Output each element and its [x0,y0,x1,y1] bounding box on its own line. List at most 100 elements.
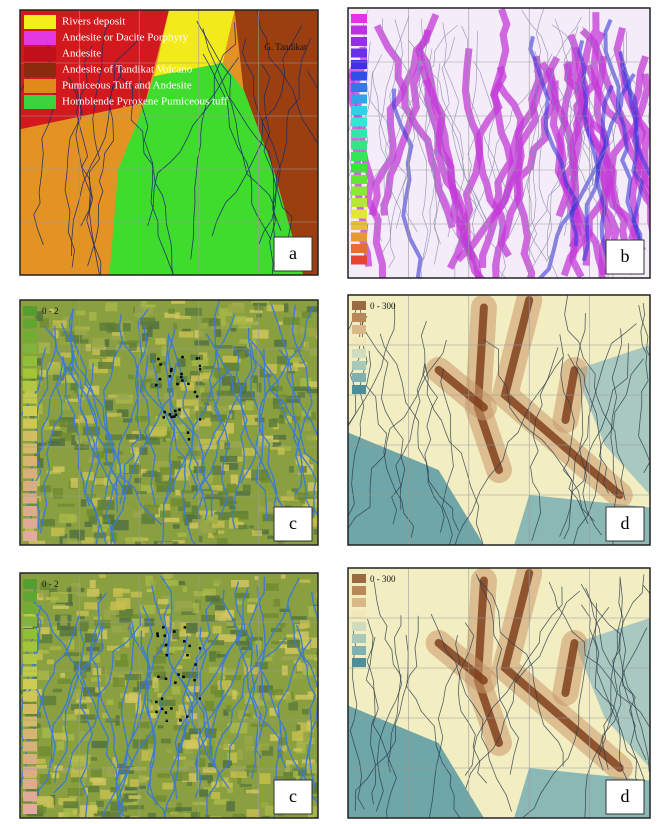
terrain-cell [167,749,172,753]
settlement [182,676,185,679]
terrain-cell [123,323,131,331]
settlement [194,391,197,394]
legend-swatch [351,187,367,196]
terrain-cell [59,514,74,524]
terrain-cell [247,598,257,602]
terrain-cell [243,485,251,494]
terrain-cell [226,622,233,627]
terrain-cell [274,599,281,607]
settlement [187,383,190,386]
panel-label: d [621,786,630,806]
terrain-cell [125,816,130,824]
terrain-cell [177,456,183,459]
legend-swatch [23,679,37,689]
terrain-cell [203,767,217,772]
legend-swatch [23,344,37,354]
terrain-cell [107,324,120,333]
legend-label: 0 - 2 [42,306,59,316]
terrain-cell [104,610,110,620]
settlement [155,701,158,704]
terrain-cell [91,677,101,681]
terrain-cell [214,580,221,584]
terrain-cell [100,350,116,356]
terrain-cell [284,303,289,312]
legend-swatch [351,118,367,127]
terrain-cell [267,305,284,312]
settlement [161,708,164,711]
terrain-cell [162,346,167,356]
map-panel [299,8,662,332]
terrain-cell [58,504,75,507]
legend-swatch [351,175,367,184]
terrain-cell [269,419,278,427]
legend-swatch [23,494,37,504]
terrain-cell [140,318,156,326]
legend-swatch [352,634,366,643]
terrain-cell [158,599,168,604]
legend-swatch [351,106,367,115]
settlement [166,654,169,657]
terrain-cell [189,523,198,529]
legend-swatch [23,431,37,441]
settlement [188,645,191,648]
terrain-cell [139,775,147,782]
legend-swatch [352,373,366,382]
terrain-cell [117,464,130,473]
settlement [161,697,164,700]
terrain-cell [76,311,85,316]
terrain-cell [128,374,134,379]
legend-swatch [23,717,37,727]
terrain-cell [312,518,328,526]
terrain-cell [252,530,262,536]
terrain-cell [305,655,317,660]
settlement [159,363,162,366]
legend-swatch [23,779,37,789]
terrain-cell [286,760,298,764]
terrain-cell [127,340,140,343]
settlement [193,679,196,682]
terrain-cell [136,491,146,494]
terrain-cell [228,304,245,313]
terrain-cell [68,788,86,796]
terrain-cell [300,580,310,583]
terrain-cell [157,773,170,778]
settlement [188,438,191,441]
terrain-cell [156,365,161,374]
terrain-cell [302,759,315,763]
terrain-cell [53,488,63,498]
terrain-cell [161,647,179,650]
terrain-cell [96,801,104,807]
settlement [177,673,180,676]
terrain-cell [237,749,243,760]
settlement [162,626,165,629]
terrain-cell [236,593,249,598]
settlement [173,630,176,633]
terrain-cell [201,392,212,401]
terrain-cell [160,467,174,475]
legend-swatch [24,95,56,109]
settlement [173,415,176,418]
terrain-cell [303,732,309,743]
legend-label: 0 - 300 [370,301,396,311]
settlement [174,410,177,413]
terrain-cell [183,587,188,593]
terrain-cell [49,438,65,446]
terrain-cell [302,709,309,715]
legend-swatch [23,742,37,752]
terrain-cell [71,478,78,488]
terrain-cell [291,616,307,619]
terrain-cell [286,694,291,703]
terrain-cell [302,666,310,675]
legend-swatch [23,579,37,589]
legend-swatch [351,233,367,242]
terrain-cell [230,441,243,447]
settlement [170,707,173,710]
terrain-cell [186,741,198,749]
terrain-cell [142,469,146,473]
legend-swatch [24,63,56,77]
legend-swatch [23,406,37,416]
legend-swatch [23,767,37,777]
panel-label: a [289,243,297,263]
terrain-cell [217,538,228,544]
terrain-cell [214,801,224,805]
